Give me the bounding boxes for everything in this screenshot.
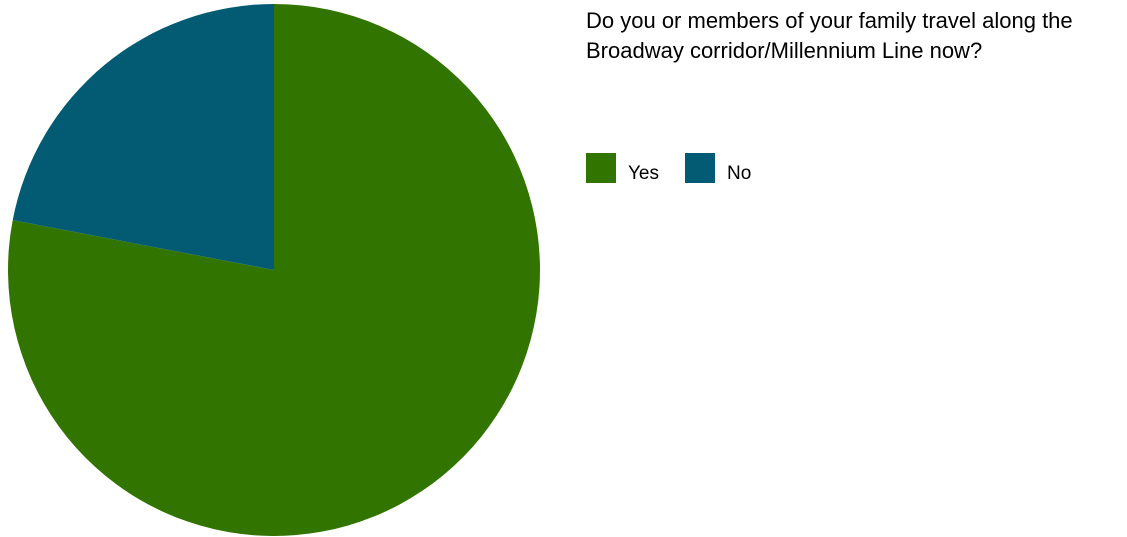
pie-chart bbox=[8, 4, 541, 536]
legend: Yes No bbox=[586, 153, 777, 184]
chart-title: Do you or members of your family travel … bbox=[586, 8, 1073, 63]
legend-swatch-yes bbox=[586, 153, 616, 183]
legend-label-no: No bbox=[727, 163, 752, 184]
pie-slices bbox=[8, 4, 541, 536]
legend-item-yes: Yes bbox=[586, 153, 659, 184]
pie-slice-yes bbox=[8, 4, 541, 536]
legend-item-no: No bbox=[685, 153, 752, 184]
legend-label-yes: Yes bbox=[628, 163, 659, 184]
legend-swatch-no bbox=[685, 153, 715, 183]
pie-slice-no bbox=[12, 4, 275, 270]
